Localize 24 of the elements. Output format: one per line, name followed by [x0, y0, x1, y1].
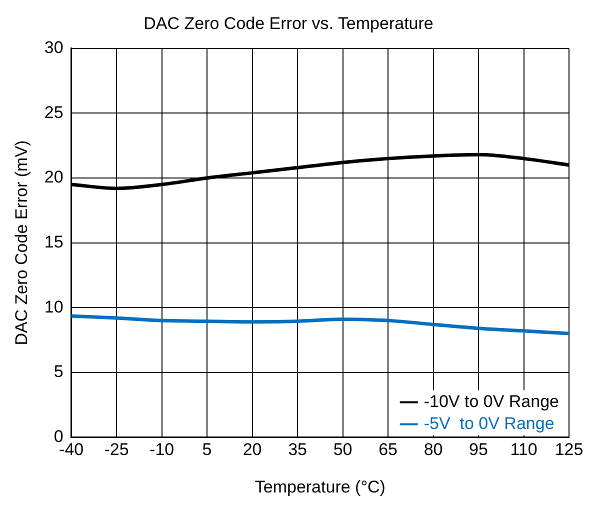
y-axis-title: DAC Zero Code Error (mV)	[12, 140, 31, 346]
y-tick-label: 25	[44, 102, 64, 122]
x-tick-label: 110	[510, 440, 538, 460]
y-tick-label: 20	[44, 168, 64, 187]
y-tick-label: 0	[54, 426, 64, 446]
line-series	[71, 314, 569, 336]
legend-label: -5V to 0V Range	[424, 414, 554, 433]
x-tick-label: 95	[469, 440, 488, 460]
x-tick-label: 125	[554, 440, 584, 460]
x-tick-label: 80	[424, 440, 443, 460]
x-tick-label: 35	[288, 440, 307, 460]
chart-title: DAC Zero Code Error vs. Temperature	[144, 14, 434, 33]
y-tick-label: 5	[54, 362, 64, 382]
x-tick-label: 65	[378, 440, 398, 460]
x-tick-label: 50	[333, 440, 352, 460]
x-tick-label: 20	[242, 440, 262, 460]
x-axis-title: Temperature (°C)	[254, 477, 386, 496]
legend-label: -10V to 0V Range	[424, 392, 560, 411]
y-tick-label: 30	[44, 38, 64, 58]
y-tick-label: 15	[44, 232, 64, 252]
y-tick-label: 10	[44, 297, 64, 316]
x-tick-label: -10	[150, 440, 174, 460]
x-tick-label: -25	[104, 440, 129, 460]
x-tick-label: 5	[202, 440, 212, 460]
